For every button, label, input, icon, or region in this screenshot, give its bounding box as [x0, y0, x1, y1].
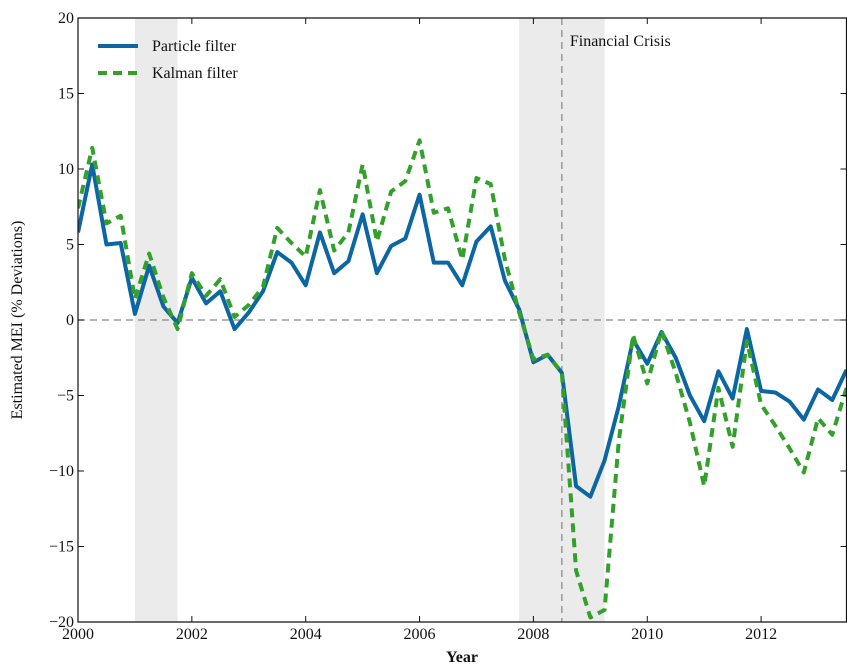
x-tick-label: 2004 [290, 626, 322, 643]
y-axis-label: Estimated MEI (% Deviations) [9, 221, 26, 420]
y-tick-label: 15 [58, 86, 74, 103]
x-tick-label: 2010 [631, 626, 663, 643]
y-tick-label: 0 [66, 312, 74, 329]
y-tick-label: −5 [57, 388, 74, 405]
y-tick-label: −10 [49, 463, 74, 480]
legend-label: Kalman filter [152, 65, 238, 82]
y-tick-label: −20 [49, 614, 74, 631]
annotation: Financial Crisis [570, 33, 671, 50]
x-tick-label: 2008 [517, 626, 549, 643]
x-tick-label: 2006 [404, 626, 436, 643]
series-line [78, 162, 847, 499]
y-tick-label: 10 [58, 161, 74, 178]
x-tick-label: 2012 [745, 626, 777, 643]
x-tick-label: 2000 [62, 626, 94, 643]
legend-label: Particle filter [152, 38, 237, 55]
y-tick-label: 20 [58, 10, 74, 27]
x-tick-label: 2002 [176, 626, 208, 643]
y-tick-label: 5 [66, 237, 74, 254]
series-line [78, 138, 847, 620]
x-axis-label: Year [446, 649, 478, 666]
y-tick-label: −15 [49, 539, 74, 556]
